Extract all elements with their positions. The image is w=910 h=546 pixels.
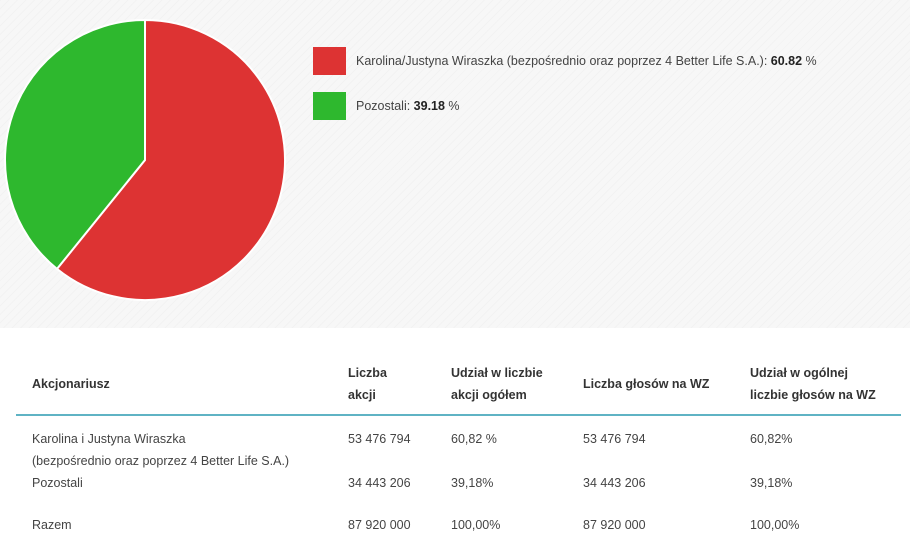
- legend-swatch: [313, 47, 346, 75]
- legend-unit: %: [444, 99, 460, 113]
- header-line: Akcjonariusz: [32, 377, 110, 391]
- header-votes-percent: Udział w ogólnej liczbie głosów na WZ: [734, 358, 901, 416]
- table-row-wiraszka: Karolina i Justyna Wiraszka (bezpośrednio…: [16, 415, 901, 472]
- header-share-count: Liczba akcji: [332, 358, 435, 416]
- cell-votes-percent: 60,82%: [750, 432, 793, 446]
- legend-item-0: Karolina/Justyna Wiraszka (bezpośrednio …: [313, 47, 817, 75]
- cell-share-count: 87 920 000: [348, 518, 411, 532]
- cell-share-percent: 39,18%: [451, 476, 494, 490]
- header-line: akcji: [348, 388, 376, 402]
- cell-votes-count: 53 476 794: [583, 432, 646, 446]
- legend-swatch: [313, 92, 346, 120]
- legend-item-1: Pozostali: 39.18 %: [313, 92, 817, 120]
- pie-chart: [4, 19, 286, 301]
- header-line: liczbie głosów na WZ: [750, 388, 876, 402]
- cell-line: Karolina i Justyna Wiraszka: [32, 432, 186, 446]
- shareholders-table: Akcjonariusz Liczba akcji Udział w liczbi…: [16, 358, 901, 536]
- cell-votes-count: 34 443 206: [583, 476, 646, 490]
- pie-slice-1: [4, 19, 146, 270]
- cell-votes-percent: 39,18%: [750, 476, 793, 490]
- header-share-percent: Udział w liczbie akcji ogółem: [435, 358, 567, 416]
- header-line: Liczba głosów na WZ: [583, 377, 710, 391]
- shareholders-section: Akcjonariusz Liczba akcji Udział w liczbi…: [0, 328, 910, 546]
- legend-series-name: Pozostali:: [356, 99, 414, 113]
- header-shareholder: Akcjonariusz: [16, 358, 332, 416]
- header-line: akcji ogółem: [451, 388, 527, 402]
- header-line: Udział w liczbie: [451, 366, 543, 380]
- chart-legend: Karolina/Justyna Wiraszka (bezpośrednio …: [313, 47, 817, 137]
- cell-share-percent: 60,82 %: [451, 432, 497, 446]
- header-votes-count: Liczba głosów na WZ: [567, 358, 734, 416]
- legend-unit: %: [802, 54, 817, 68]
- table-row-razem: Razem 87 920 000 100,00% 87 920 000 100,…: [16, 494, 901, 536]
- cell-votes-percent: 100,00%: [750, 518, 800, 532]
- pie-slice-0: [55, 19, 286, 301]
- cell-line: (bezpośrednio oraz poprzez 4 Better Life…: [32, 454, 290, 468]
- cell-shareholder: Pozostali: [32, 476, 83, 490]
- cell-shareholder: Karolina i Justyna Wiraszka (bezpośrednio…: [16, 415, 332, 472]
- legend-label: Pozostali: 39.18 %: [356, 99, 460, 113]
- cell-share-percent: 100,00%: [451, 518, 501, 532]
- legend-value: 39.18: [413, 99, 445, 113]
- table-header-row: Akcjonariusz Liczba akcji Udział w liczbi…: [16, 358, 901, 416]
- legend-value: 60.82: [770, 54, 803, 68]
- cell-share-count: 34 443 206: [348, 476, 411, 490]
- legend-label: Karolina/Justyna Wiraszka (bezpośrednio …: [356, 54, 817, 68]
- cell-votes-count: 87 920 000: [583, 518, 646, 532]
- header-line: Liczba: [348, 366, 387, 380]
- chart-area: Karolina/Justyna Wiraszka (bezpośrednio …: [0, 0, 910, 328]
- header-line: Udział w ogólnej: [750, 366, 848, 380]
- legend-series-name: Karolina/Justyna Wiraszka (bezpośrednio …: [356, 54, 771, 68]
- table-row-pozostali: Pozostali 34 443 206 39,18% 34 443 206 3…: [16, 472, 901, 494]
- cell-share-count: 53 476 794: [348, 432, 411, 446]
- cell-shareholder: Razem: [32, 518, 72, 532]
